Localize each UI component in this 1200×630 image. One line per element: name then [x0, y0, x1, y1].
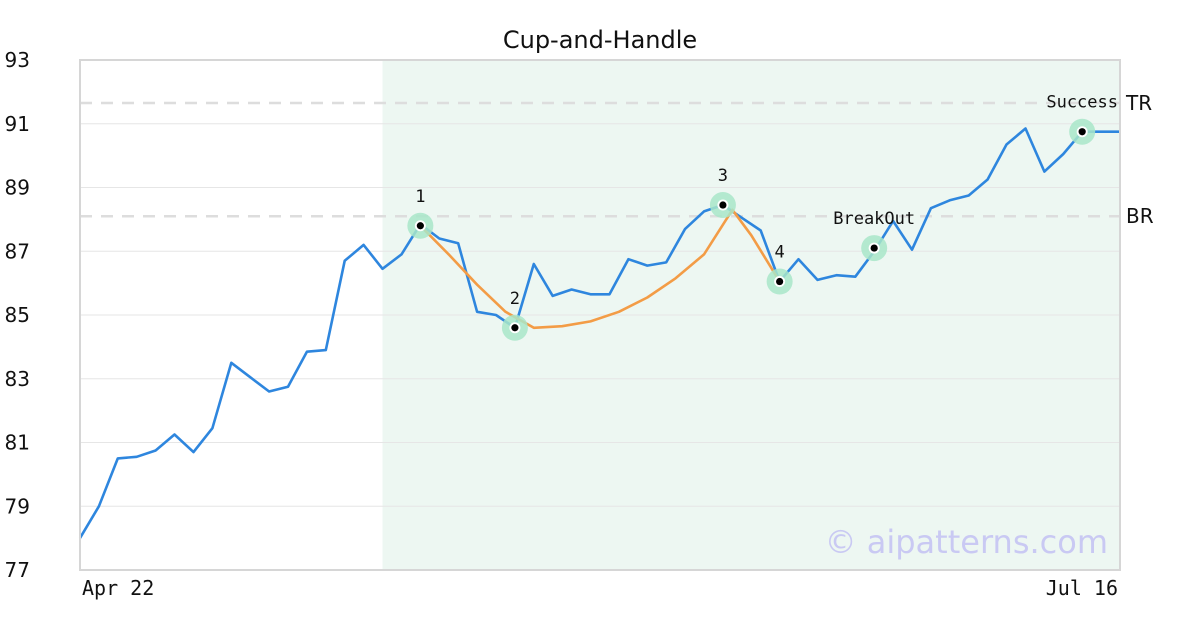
- y-tick-label-87: 87: [5, 239, 30, 263]
- x-tick-label-start: Apr 22: [82, 576, 154, 600]
- annotation-2: 2: [510, 289, 520, 309]
- y-axis-tick-labels: 77 79 81 83 85 87 89 91 93: [5, 48, 30, 582]
- annotation-1: 1: [415, 187, 425, 207]
- x-axis-tick-labels: Apr 22 Jul 16: [82, 576, 1118, 600]
- y-tick-label-81: 81: [5, 431, 30, 455]
- y-tick-label-93: 93: [5, 48, 30, 72]
- marker-dot-1: [416, 222, 424, 230]
- plot-area: 1 2 3 4 BreakOut Success © aipatterns.com: [78, 59, 1121, 571]
- marker-dot-2: [511, 324, 519, 332]
- marker-dot-breakout: [870, 244, 878, 252]
- level-label-br: BR: [1126, 204, 1154, 228]
- marker-dot-success: [1078, 128, 1086, 136]
- x-tick-label-end: Jul 16: [1046, 576, 1118, 600]
- chart-title: Cup-and-Handle: [503, 26, 697, 54]
- y-tick-label-85: 85: [5, 303, 30, 327]
- annotation-4: 4: [775, 243, 785, 263]
- annotation-breakout: BreakOut: [833, 209, 915, 229]
- annotation-3: 3: [718, 166, 728, 186]
- annotation-success: Success: [1046, 93, 1118, 113]
- y-tick-label-83: 83: [5, 367, 30, 391]
- level-label-tr: TR: [1125, 91, 1152, 115]
- y-tick-label-91: 91: [5, 112, 30, 136]
- pattern-points: 1 2 3 4 BreakOut Success: [407, 93, 1118, 341]
- pattern-curve-line: [419, 208, 781, 330]
- price-series-line: [78, 127, 1120, 539]
- plot-frame: [79, 59, 1121, 571]
- marker-dot-4: [776, 277, 784, 286]
- watermark: © aipatterns.com: [825, 523, 1108, 561]
- gridlines: [80, 59, 1120, 571]
- marker-dot-3: [719, 201, 727, 209]
- level-lines: [80, 101, 1120, 218]
- y-tick-label-89: 89: [5, 176, 30, 200]
- y-tick-label-79: 79: [5, 494, 30, 518]
- y-tick-label-77: 77: [5, 558, 30, 582]
